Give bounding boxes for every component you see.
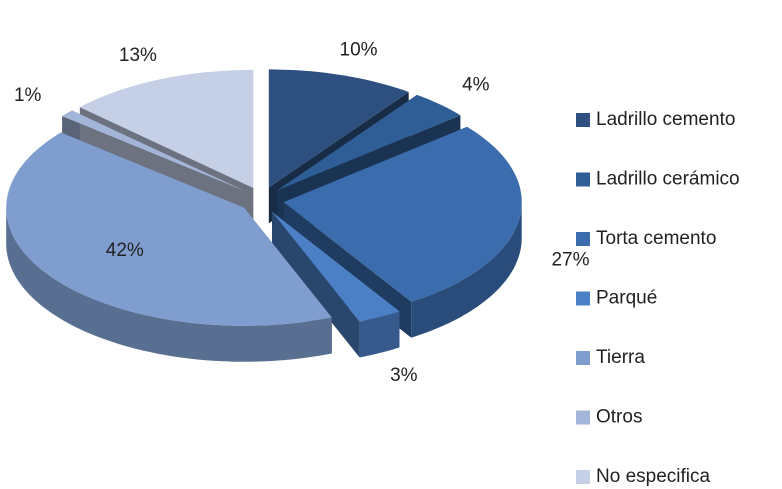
data-label: 3% [390,365,418,386]
legend-swatch [576,410,590,425]
legend-label: No especifica [596,466,710,487]
slice [268,69,409,188]
slice-wall [272,211,360,358]
data-label: 42% [106,240,144,261]
slice [62,110,246,192]
slice [79,69,254,188]
slice [272,211,400,322]
slice [6,132,332,326]
legend-label: Parqué [596,288,657,309]
legend-swatch [576,470,590,484]
legend-label: Ladrillo cerámico [596,169,740,190]
slice [277,94,461,191]
slice-side [6,207,332,362]
legend-swatch [576,172,590,187]
data-label: 4% [462,74,490,95]
data-label: 10% [340,40,378,61]
legend-swatch [576,113,590,127]
legend-label: Torta cemento [596,228,716,249]
legend-label: Otros [596,407,642,428]
data-label: 27% [551,250,589,271]
legend-label: Tierra [596,347,645,368]
data-label: 1% [14,85,42,106]
slice [283,126,522,302]
legend-swatch [576,232,590,246]
legend-label: Ladrillo cemento [596,109,735,130]
legend-swatch [576,291,590,306]
slice-side [359,311,400,358]
legend-swatch [576,351,590,365]
data-label: 13% [119,45,157,66]
slice-side [411,202,522,338]
